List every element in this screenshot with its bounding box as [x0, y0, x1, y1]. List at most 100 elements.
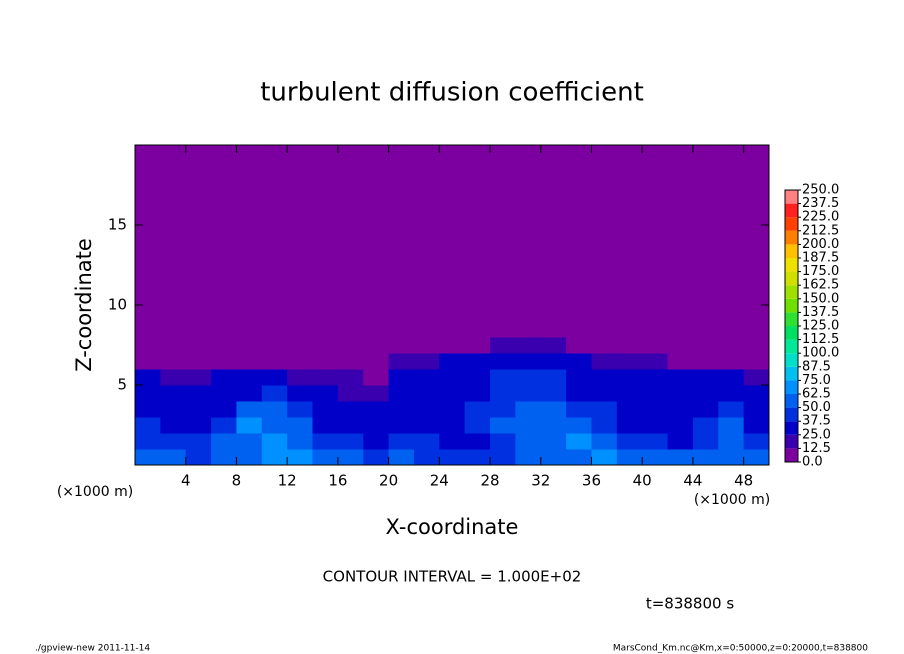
- field-cell: [743, 305, 770, 322]
- field-cell: [363, 305, 390, 322]
- field-cell: [540, 417, 567, 434]
- x-tick-label: 36: [582, 472, 601, 490]
- field-cell: [312, 369, 339, 386]
- field-cell: [490, 305, 516, 322]
- x-tick-label: 28: [480, 472, 499, 490]
- field-cell: [667, 353, 694, 370]
- field-cell: [160, 401, 187, 418]
- field-cell: [515, 305, 542, 322]
- field-cell: [591, 385, 618, 402]
- field-cell: [743, 353, 770, 370]
- field-cell: [211, 321, 237, 338]
- field-cell: [236, 321, 263, 338]
- field-cell: [388, 385, 415, 402]
- colorbar-label: 112.5: [802, 332, 839, 347]
- field-cell: [515, 385, 542, 402]
- field-cell: [337, 417, 364, 434]
- field-cell: [160, 337, 187, 354]
- field-cell: [692, 385, 719, 402]
- field-cell: [363, 337, 390, 354]
- field-cell: [312, 321, 339, 338]
- field-cell: [211, 145, 237, 306]
- field-cell: [743, 369, 770, 386]
- field-cell: [515, 417, 542, 434]
- field-cell: [388, 401, 415, 418]
- field-cell: [413, 449, 440, 466]
- field-cell: [591, 417, 618, 434]
- colorbar-swatch: [785, 353, 798, 367]
- field-cell: [135, 449, 161, 466]
- field-cell: [388, 433, 415, 450]
- field-cell: [312, 433, 339, 450]
- field-cell: [692, 417, 719, 434]
- field-cell: [566, 321, 592, 338]
- field-cell: [439, 385, 466, 402]
- field-cell: [388, 305, 415, 322]
- field-cell: [616, 417, 643, 434]
- field-cell: [287, 337, 314, 354]
- field-cell: [413, 369, 440, 386]
- field-cell: [667, 337, 694, 354]
- colorbar-label: 162.5: [802, 278, 839, 293]
- field-cell: [515, 401, 542, 418]
- field-cell: [363, 145, 390, 306]
- field-cell: [388, 417, 415, 434]
- field-cell: [566, 433, 592, 450]
- field-cell: [261, 321, 288, 338]
- field-cell: [261, 369, 288, 386]
- field-cell: [261, 433, 288, 450]
- field-cell: [743, 449, 770, 466]
- field-cell: [692, 433, 719, 450]
- field-cell: [439, 145, 466, 306]
- field-cell: [261, 417, 288, 434]
- field-cell: [464, 433, 491, 450]
- field-cell: [261, 401, 288, 418]
- field-cell: [490, 401, 516, 418]
- field-cell: [490, 449, 516, 466]
- field-cell: [413, 417, 440, 434]
- field-cell: [591, 321, 618, 338]
- field-cell: [464, 337, 491, 354]
- field-cell: [566, 385, 592, 402]
- field-cell: [413, 145, 440, 306]
- y-tick-label: 5: [117, 376, 127, 394]
- field-cell: [211, 337, 237, 354]
- field-cell: [185, 369, 212, 386]
- field-cell: [287, 321, 314, 338]
- x-tick-label: 32: [531, 472, 550, 490]
- field-cell: [718, 353, 745, 370]
- field-cell: [464, 417, 491, 434]
- field-cell: [160, 305, 187, 322]
- colorbar-swatch: [785, 258, 798, 272]
- field-cell: [413, 353, 440, 370]
- field-cell: [743, 433, 770, 450]
- field-cell: [540, 305, 567, 322]
- footer-right: MarsCond_Km.nc@Km,x=0:50000,z=0:20000,t=…: [613, 644, 868, 654]
- colorbar-swatch: [785, 312, 798, 326]
- field-cell: [490, 353, 516, 370]
- x-tick-label: 44: [683, 472, 702, 490]
- field-cell: [439, 401, 466, 418]
- field-cell: [566, 353, 592, 370]
- field-cell: [718, 321, 745, 338]
- field-cell: [337, 385, 364, 402]
- x-tick-label: 20: [379, 472, 398, 490]
- field-cell: [337, 337, 364, 354]
- field-cell: [135, 385, 161, 402]
- field-cell: [439, 369, 466, 386]
- field-cell: [287, 401, 314, 418]
- field-cell: [236, 337, 263, 354]
- field-cell: [566, 145, 592, 306]
- field-cell: [490, 385, 516, 402]
- field-cell: [718, 433, 745, 450]
- field-cell: [642, 369, 669, 386]
- field-cell: [743, 417, 770, 434]
- chart-title: turbulent diffusion coefficient: [260, 78, 644, 108]
- field-cell: [464, 449, 491, 466]
- field-cell: [515, 353, 542, 370]
- field-cell: [211, 401, 237, 418]
- field-cell: [540, 353, 567, 370]
- colorbar-swatch: [785, 298, 798, 313]
- field-cell: [667, 449, 694, 466]
